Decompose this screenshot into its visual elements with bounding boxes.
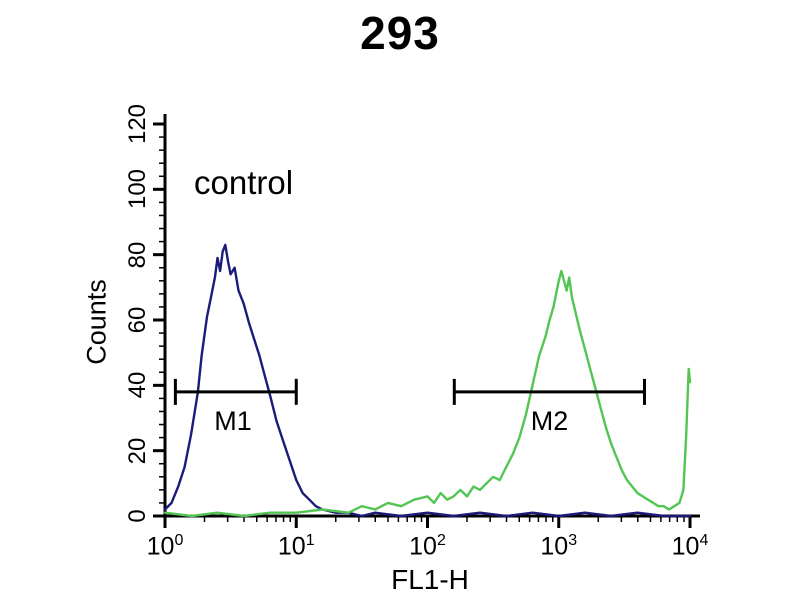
control-curve	[163, 243, 692, 518]
x-tick-label: 101	[277, 532, 315, 561]
y-axis-label: Counts	[81, 279, 112, 365]
y-tick-label: 0	[124, 509, 151, 523]
y-tick-label: 20	[124, 437, 151, 465]
x-tick-label: 102	[409, 532, 446, 561]
y-tick-label: 40	[124, 371, 151, 399]
y-tick-label: 100	[124, 169, 151, 210]
y-tick-label: 120	[124, 103, 151, 145]
x-tick-label: 103	[540, 532, 578, 561]
y-tick-label: 60	[124, 306, 151, 334]
x-tick-label: 100	[146, 532, 184, 561]
x-tick-label: 104	[671, 532, 709, 561]
stained-curve	[163, 269, 692, 518]
x-axis-label: FL1-H	[391, 564, 469, 595]
control-annotation: control	[194, 164, 294, 201]
marker-label-M1: M1	[214, 406, 252, 436]
y-tick-label: 80	[124, 241, 151, 269]
marker-label-M2: M2	[531, 406, 569, 436]
chart-title: 293	[360, 7, 440, 59]
